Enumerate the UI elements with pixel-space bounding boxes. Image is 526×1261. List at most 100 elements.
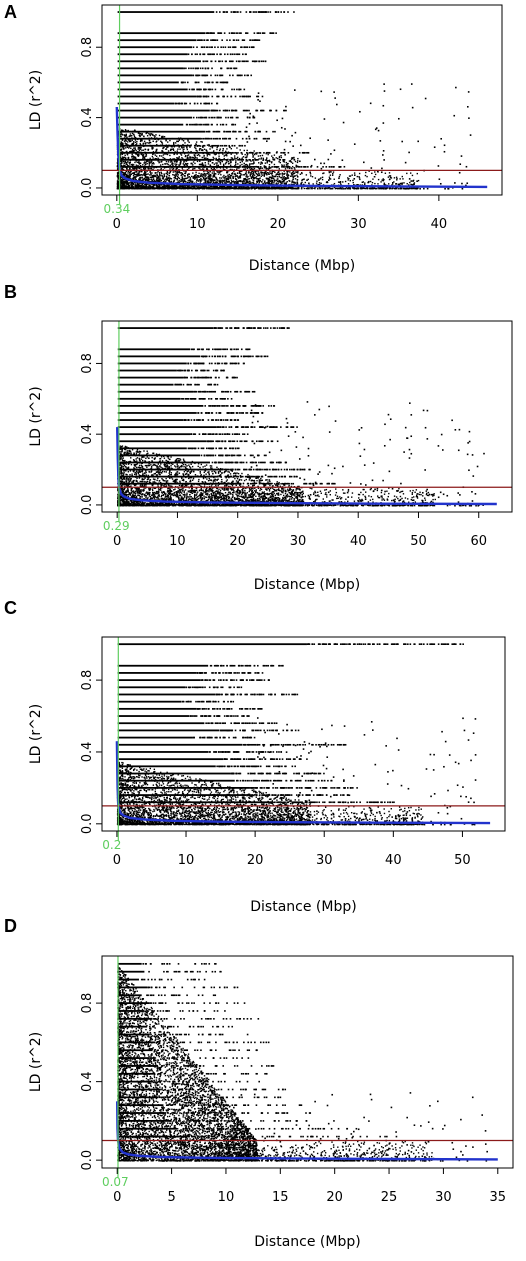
ld-point: [328, 171, 331, 174]
ld-point: [125, 175, 128, 178]
ld-point: [337, 181, 340, 183]
ld-point: [150, 133, 153, 135]
ld-point: [256, 178, 258, 180]
ld-point: [133, 135, 136, 138]
ld-point: [135, 153, 137, 155]
ld-point: [251, 166, 253, 168]
ld-point: [303, 187, 306, 190]
ld-point: [141, 185, 143, 188]
ld-point: [352, 186, 354, 189]
ld-point: [237, 163, 239, 165]
ld-point: [268, 166, 271, 168]
ld-point: [245, 187, 247, 190]
ld-point: [117, 182, 119, 184]
ld-point: [165, 187, 168, 189]
ld-point: [260, 175, 263, 177]
ld-point: [179, 160, 182, 162]
ld-point: [151, 162, 154, 165]
ld-point: [151, 155, 154, 158]
ld-point: [133, 134, 135, 136]
ld-point: [185, 67, 187, 70]
ld-point: [207, 39, 209, 41]
ld-point: [126, 150, 128, 153]
ld-point: [127, 183, 129, 186]
ld-point: [247, 187, 250, 190]
ld-point: [190, 145, 192, 147]
ld-point: [267, 168, 270, 171]
ld-point: [399, 182, 402, 185]
ld-point: [139, 164, 142, 167]
ld-point: [162, 150, 164, 153]
ld-point: [174, 177, 177, 180]
ld-point: [123, 183, 125, 185]
ld-point: [156, 187, 158, 190]
ld-point: [272, 32, 275, 34]
ld-point: [228, 173, 231, 176]
ld-point: [219, 53, 222, 56]
ld-point: [193, 123, 195, 126]
ld-point: [256, 109, 259, 112]
ld-point-band: [117, 11, 215, 13]
ld-point: [138, 146, 141, 149]
ld-point: [209, 53, 212, 56]
ld-point: [183, 160, 185, 162]
ld-point: [131, 184, 133, 187]
ld-point: [301, 187, 303, 189]
ld-point: [235, 187, 237, 190]
ld-point: [182, 181, 185, 183]
ld-point: [201, 165, 204, 167]
ld-point: [286, 163, 289, 165]
ld-point: [368, 180, 370, 183]
ld-point: [157, 176, 160, 179]
ld-point: [236, 147, 238, 149]
ld-point: [296, 161, 299, 164]
ld-point: [256, 180, 258, 182]
ld-point: [311, 176, 314, 178]
ld-point: [230, 181, 232, 184]
ld-point: [136, 171, 138, 173]
ld-point: [252, 46, 254, 49]
ld-point: [261, 181, 263, 183]
ld-point: [140, 184, 143, 187]
ld-point: [219, 181, 222, 183]
ld-point: [235, 175, 238, 177]
ld-point: [163, 173, 165, 175]
ld-point: [433, 146, 436, 149]
ld-point: [222, 11, 225, 13]
ld-point: [256, 181, 258, 184]
ld-point: [263, 186, 265, 189]
ld-point: [131, 164, 134, 167]
ld-point: [133, 164, 135, 166]
ld-point: [149, 176, 152, 179]
ld-point: [307, 151, 310, 154]
ld-point: [124, 160, 126, 163]
ld-point: [440, 137, 442, 140]
ld-point: [218, 137, 220, 140]
ld-point: [180, 81, 183, 84]
ld-point: [213, 157, 215, 160]
ld-point: [217, 32, 219, 34]
ld-point: [173, 185, 175, 188]
ld-point: [176, 153, 178, 155]
ld-point: [284, 178, 287, 181]
ld-point: [199, 53, 201, 56]
ld-point: [228, 180, 230, 182]
ld-point: [286, 172, 288, 175]
ld-point: [188, 167, 190, 169]
ld-point: [139, 186, 142, 188]
ld-point: [316, 180, 318, 182]
ld-point: [178, 181, 180, 183]
ld-point: [134, 178, 137, 180]
ld-point: [466, 105, 469, 108]
ld-point: [170, 187, 172, 189]
ld-point: [121, 129, 123, 131]
ld-point: [255, 170, 257, 173]
ld-point: [255, 176, 258, 178]
ld-point: [125, 163, 127, 165]
ld-point: [137, 164, 139, 167]
ld-point: [245, 176, 247, 178]
ld-point: [286, 171, 289, 173]
ld-point: [246, 179, 248, 182]
ld-point: [125, 157, 127, 160]
ld-point: [175, 165, 177, 167]
